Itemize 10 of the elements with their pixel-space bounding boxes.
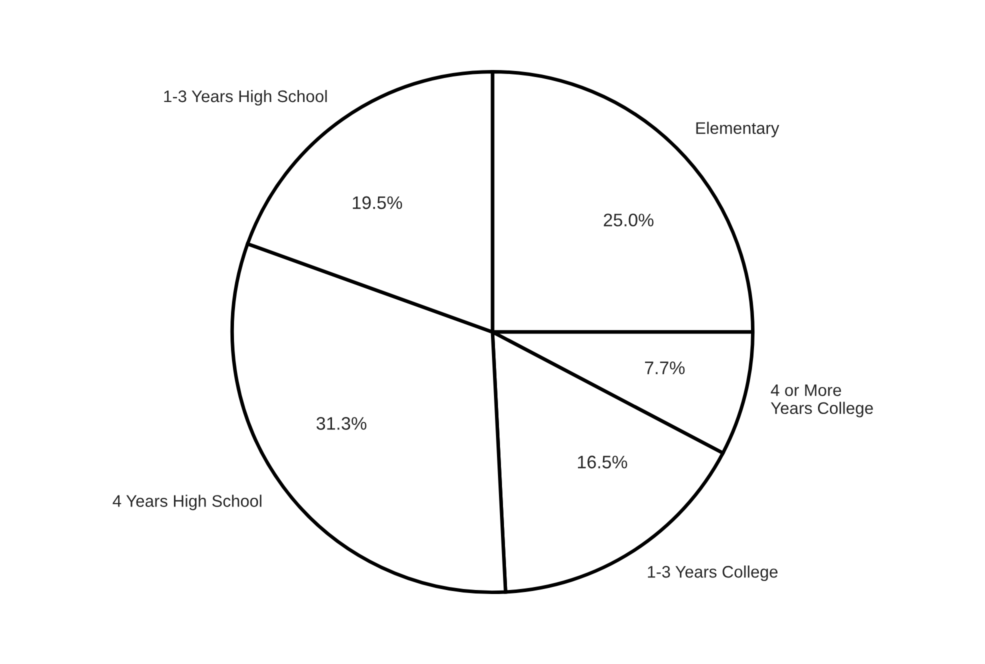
data-label: 25.0% [604, 214, 654, 226]
data-label: 19.5% [352, 196, 402, 210]
slice-label: 4 or More Years College [770, 384, 873, 418]
slice-label: 1-3 Years College [648, 565, 778, 582]
data-label: 16.5% [578, 456, 628, 468]
slice-label: 1-3 Years High School [164, 90, 327, 106]
slice-label: 4 Years High School [112, 494, 262, 510]
data-label: 31.3% [316, 417, 366, 430]
data-label: 7.7% [645, 362, 685, 374]
slice-label: Elementary [696, 122, 780, 138]
